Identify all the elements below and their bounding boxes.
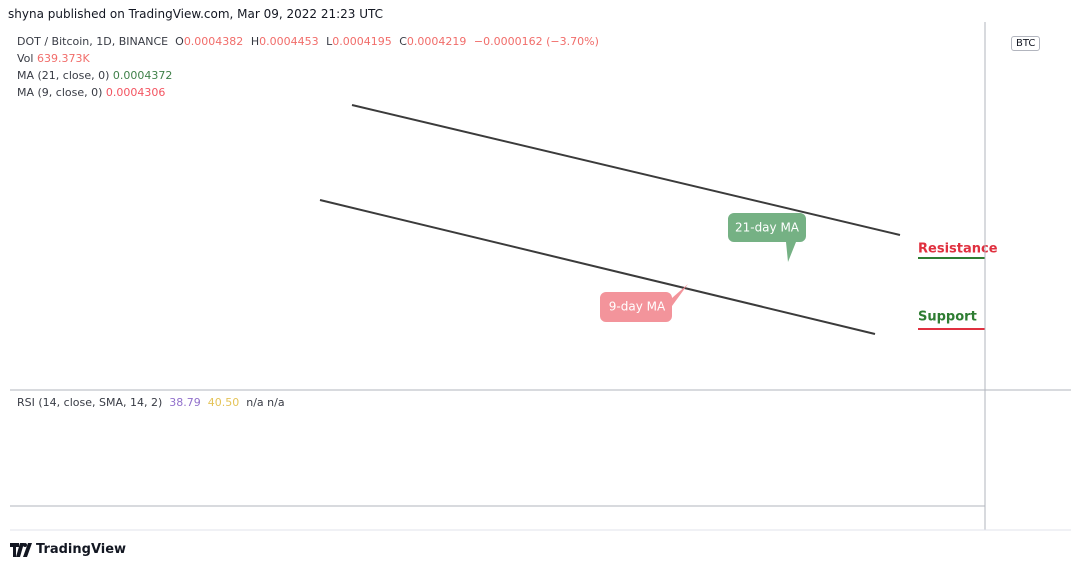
header: shyna published on TradingView.com, Mar …	[8, 7, 384, 21]
ma21-bubble	[728, 213, 806, 262]
legend-rsi: RSI (14, close, SMA, 14, 2) 38.79 40.50 …	[17, 396, 285, 410]
footer: TradingView	[10, 542, 126, 557]
legend-ma21-value: 0.0004372	[112, 69, 173, 82]
legend-vol-value: 639.373K	[36, 52, 90, 65]
legend-close: 0.0004219	[406, 35, 467, 48]
legend-rsi-value: 38.79	[169, 396, 201, 409]
ma9-note: 9-day MA	[609, 300, 666, 314]
channel-bottom	[319, 199, 876, 335]
resistance-note: Resistance	[918, 242, 998, 257]
legend-rsi-label: RSI (14, close, SMA, 14, 2)	[17, 396, 163, 409]
legend-open: 0.0004382	[183, 35, 244, 48]
legend-vol: Vol 639.373K	[17, 52, 94, 66]
legend-ma21-label: MA (21, close, 0)	[17, 69, 110, 82]
currency: BTC	[1011, 36, 1041, 51]
footer-brand: TradingView	[36, 542, 127, 557]
channel-top	[351, 104, 901, 236]
legend-ma9-value: 0.0004306	[105, 86, 166, 99]
legend-symbol: DOT / Bitcoin, 1D, BINANCE	[17, 35, 169, 48]
legend-change: −0.0000162 (−3.70%)	[473, 35, 599, 48]
legend-c: C	[399, 35, 407, 48]
logo	[10, 542, 32, 557]
ma9-bubble	[600, 284, 688, 322]
legend-high: 0.0004453	[259, 35, 319, 48]
legend-h: H	[250, 35, 260, 48]
legend-main: DOT / Bitcoin, 1D, BINANCE O0.0004382 H0…	[17, 35, 603, 49]
rsi-pane	[10, 392, 985, 505]
legend-vol-label: Vol	[17, 52, 34, 65]
legend-ma9: MA (9, close, 0) 0.0004306	[17, 86, 165, 100]
ma21-note: 21-day MA	[735, 221, 800, 235]
legend-l: L	[326, 35, 333, 48]
legend-ma21: MA (21, close, 0) 0.0004372	[17, 69, 172, 83]
legend-rsi-na: n/a n/a	[246, 396, 285, 409]
legend-o: O	[175, 35, 184, 48]
support-note: Support	[918, 310, 977, 325]
legend-low: 0.0004195	[332, 35, 392, 48]
legend-rsi-sma: 40.50	[207, 396, 240, 409]
legend-ma9-label: MA (9, close, 0)	[17, 86, 103, 99]
